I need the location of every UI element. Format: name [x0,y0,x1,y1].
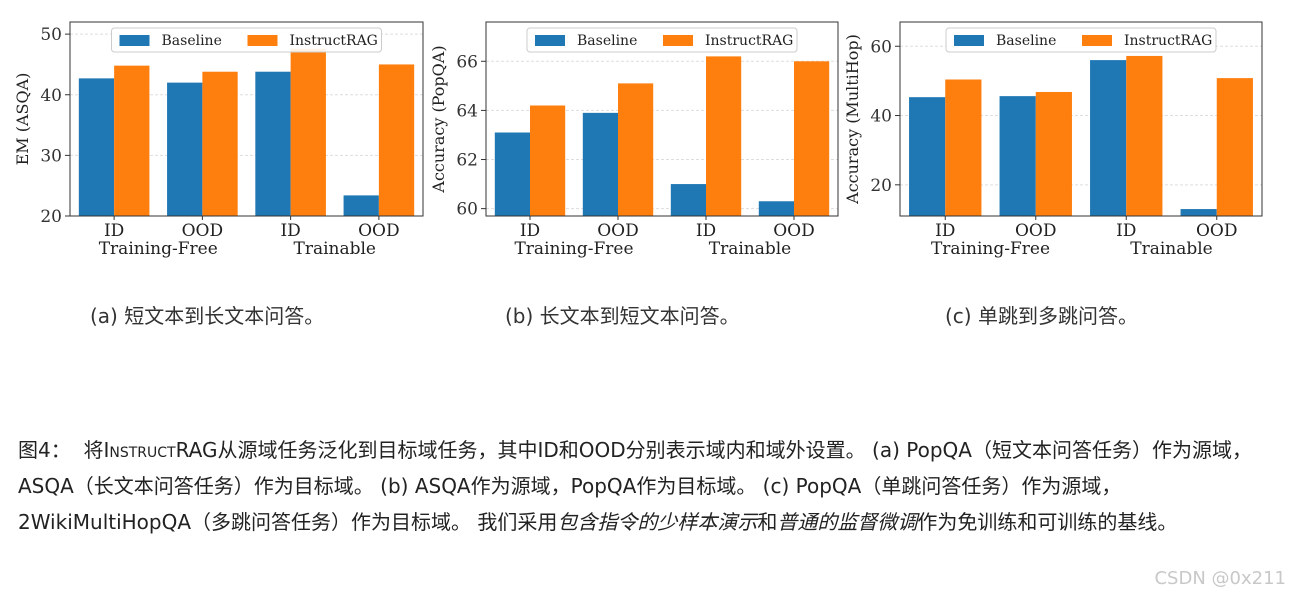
bar-instructrag [378,64,415,216]
subcaption-label: (a) [90,304,118,328]
y-tick-label: 62 [456,151,478,171]
legend-box [945,27,1217,53]
y-tick-label: 60 [456,200,478,220]
x-tick-label: OOD [1015,221,1057,241]
legend-label: Baseline [162,33,222,49]
caption-part: 将 [83,438,104,462]
x-tick-label: ID [104,221,124,241]
bar-baseline [909,97,946,216]
bar-instructrag [114,65,150,217]
x-tick-label: OOD [358,221,400,241]
legend-swatch-instructrag [247,35,278,46]
legend-label: InstructRAG [290,33,378,49]
legend-label: InstructRAG [705,33,793,49]
caption-italic: 包含指令的少样本演示 [557,510,758,534]
subcaption-text: 短文本到长文本问答。 [124,304,325,328]
x-group-label: Training-Free [99,239,218,259]
y-axis-label: Accuracy (PopQA) [429,45,448,193]
subcaption-label: (c) [945,304,972,328]
caption-method-name: InstructRAG [103,438,218,462]
subcaption-text: 单跳到多跳问答。 [977,304,1138,328]
x-tick-label: OOD [182,221,224,241]
legend-swatch-baseline [954,35,984,46]
bar-baseline [582,112,618,216]
x-group-label: Trainable [1130,239,1213,259]
bar-instructrag [202,71,238,217]
legend-swatch-baseline [119,35,150,46]
x-tick-label: ID [520,221,540,241]
bar-instructrag [290,48,326,216]
x-tick-label: ID [1116,221,1136,241]
bar-baseline [343,195,379,216]
caption-part: 和 [757,510,778,534]
bar-baseline [1090,60,1127,216]
plot-frame [69,21,424,217]
y-axis-label: EM (ASQA) [13,73,32,166]
plot-frame [485,21,839,217]
legend-label: InstructRAG [1124,33,1212,49]
bar-baseline [167,82,203,216]
x-group-label: Trainable [293,239,376,259]
y-tick-label: 20 [870,176,892,196]
y-tick-label: 20 [40,207,62,227]
bar-instructrag [1035,91,1072,216]
bar-baseline [255,71,291,217]
legend-box [526,27,798,53]
legend-label: Baseline [996,33,1056,49]
y-tick-label: 50 [40,25,62,45]
y-axis-label: Accuracy (MultiHop) [843,34,862,205]
bar-instructrag [794,61,830,216]
y-tick-label: 40 [40,86,62,106]
subcaption-label: (b) [505,304,534,328]
caption-part: 从源域任务泛化到目标域任务，其中ID和OOD分别表示域内和域外设置。 (a) P… [18,438,1252,534]
bar-baseline [758,201,794,216]
subcaption-c: (c) 单跳到多跳问答。 [945,300,1138,329]
bar-baseline [670,184,706,216]
x-tick-label: ID [280,221,300,241]
x-group-label: Training-Free [514,239,633,259]
x-group-label: Training-Free [931,239,1050,259]
legend-box [111,27,382,53]
figure-caption: 图4： 将InstructRAG从源域任务泛化到目标域任务，其中ID和OOD分别… [18,432,1273,540]
plot-frame [899,21,1263,217]
caption-part: 作为免训练和可训练的基线。 [917,510,1178,534]
x-tick-label: OOD [597,221,639,241]
y-tick-label: 60 [870,37,892,57]
x-tick-label: OOD [1196,221,1238,241]
caption-italic: 普通的监督微调 [777,510,918,534]
x-tick-label: ID [696,221,716,241]
caption-prefix: 图4： [18,438,71,462]
y-tick-label: 64 [456,101,478,121]
y-tick-label: 30 [40,146,62,166]
bar-baseline [999,96,1036,216]
x-tick-label: OOD [773,221,815,241]
y-tick-label: 40 [870,107,892,127]
x-group-label: Trainable [709,239,792,259]
watermark: CSDN @0x211 [1154,568,1286,589]
subcaption-a: (a) 短文本到长文本问答。 [90,300,324,329]
subcaption-text: 长文本到短文本问答。 [539,304,740,328]
legend-swatch-baseline [535,35,565,46]
subcaption-b: (b) 长文本到短文本问答。 [505,300,740,329]
legend-label: Baseline [577,33,637,49]
bar-baseline [1180,209,1217,216]
legend-swatch-instructrag [663,35,693,46]
bar-baseline [78,78,115,216]
bar-instructrag [1216,78,1253,216]
bar-instructrag [945,79,982,216]
bar-instructrag [530,105,566,216]
legend-swatch-instructrag [1082,35,1112,46]
bar-baseline [494,132,530,216]
bar-instructrag [618,83,654,217]
x-tick-label: ID [935,221,955,241]
bar-instructrag [1126,55,1163,217]
y-tick-label: 66 [456,52,478,72]
bar-instructrag [706,56,742,216]
